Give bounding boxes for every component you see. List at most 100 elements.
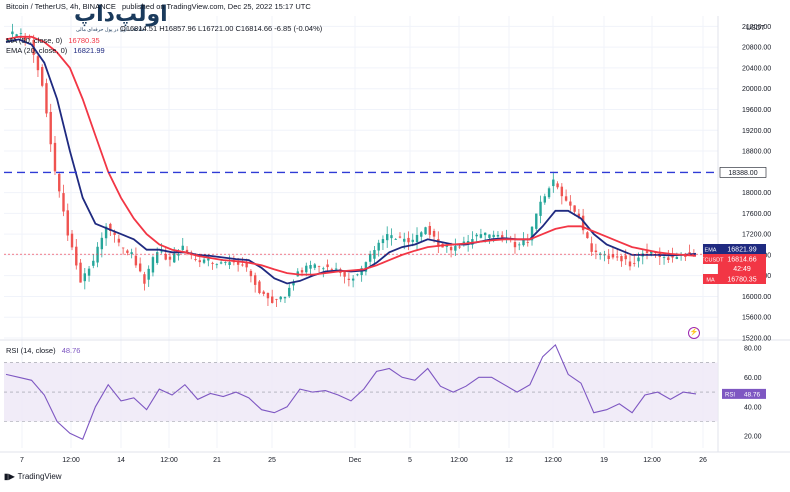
candle-body [454,246,457,251]
ma-tag-label: MA [706,278,715,284]
price-tick-label: 20000.00 [742,86,771,93]
time-tick-label: 5 [408,457,412,464]
candle-body [228,262,231,266]
ma-tag-value-box [718,274,766,284]
candle-body [334,268,338,270]
rsi-tick-label: 80.00 [744,345,762,352]
rsi-line [5,343,697,440]
time-tick-label: 21 [213,457,221,464]
candle-body [445,245,449,247]
candle-body [424,227,427,235]
candle-body [292,281,295,286]
candle-body [271,296,274,303]
candle-body [66,210,69,236]
candle-body [432,230,436,237]
legend-ema: EMA (20, close, 0) 16821.99 [6,46,105,55]
rsi-tick-label: 20.00 [744,434,762,441]
candle-body [313,264,316,268]
candle-body [390,235,393,239]
price-tick-label: 19200.00 [742,128,771,135]
candle-body [466,240,470,244]
candle-body [117,238,121,243]
currency-label: USDT [746,25,766,32]
price-tick-label: 19600.00 [742,107,771,114]
candle-body [616,256,619,258]
candle-body [556,183,559,188]
candle-body [407,237,410,243]
candle-body [36,56,40,71]
candle-body [151,257,155,273]
candle-body [458,246,461,248]
candle-body [535,213,538,229]
time-tick-label: 12:00 [450,457,468,464]
candle-body [100,237,104,250]
rsi-layer [5,343,697,440]
candle-body [126,250,129,253]
candle-body [577,213,581,217]
candle-body [279,296,282,300]
price-tick-label: 18800.00 [742,149,771,156]
ma-tag: MA 16780.35 [703,274,766,284]
candle-body [675,257,679,259]
candle-body [215,264,219,266]
candle-body [420,232,423,237]
candle-body [168,256,172,260]
candle-body [381,239,385,244]
candle-body [309,264,312,269]
candle-body [569,201,572,206]
candle-body [403,238,406,242]
ma-tag-value: 16780.35 [727,277,756,284]
candle-body [288,287,291,297]
ema-tag-label-box [703,244,718,254]
candle-body [147,268,150,280]
candle-body [87,268,91,276]
ma-line [5,35,697,276]
candle-body [96,246,99,263]
candle-body [92,260,95,266]
candle-body [41,67,44,86]
time-tick-label: Dec [349,457,362,464]
candle-body [560,186,564,197]
candle-body [667,257,670,261]
candle-body [49,111,52,145]
ema-tag-value-box [718,244,766,254]
candle-body [603,254,606,256]
candle-body [351,278,355,281]
candle-body [134,255,138,266]
price-tick-label: 17200.00 [742,232,771,239]
candle-body [496,234,500,237]
rsi-tag-label: RSI [725,392,735,398]
candle-body [364,262,368,272]
candle-body [58,173,61,192]
candle-body [130,252,133,255]
lightning-icon[interactable]: ⚡ [688,327,700,339]
candle-body [181,245,184,250]
rsi-tag-value-box [738,388,766,399]
candle-body [526,241,529,243]
candle-body [109,223,112,232]
candle-body [19,33,23,34]
candle-body [83,273,86,282]
candle-body [650,250,653,254]
btc-tag-value: 16814.66 [727,257,756,264]
candle-body [326,264,329,268]
candle-body [15,34,18,37]
candle-body [207,258,210,261]
candle-body [475,234,478,237]
price-tick-label: 20800.00 [742,45,771,52]
ema-legend-value: 16821.99 [73,46,105,55]
candle-body [253,275,257,285]
candle-body [479,234,483,238]
candle-body [522,238,525,246]
candle-body [305,265,308,273]
candle-body [224,262,227,263]
candle-body [156,252,159,263]
candle-body [317,265,321,267]
ma-tag-label-box [703,274,718,284]
price-tick-label: 18000.00 [742,190,771,197]
ema-tag-label: EMA [705,248,717,254]
time-tick-label: 12:00 [160,457,178,464]
logo-word: اولپ‌داپ [74,2,168,27]
